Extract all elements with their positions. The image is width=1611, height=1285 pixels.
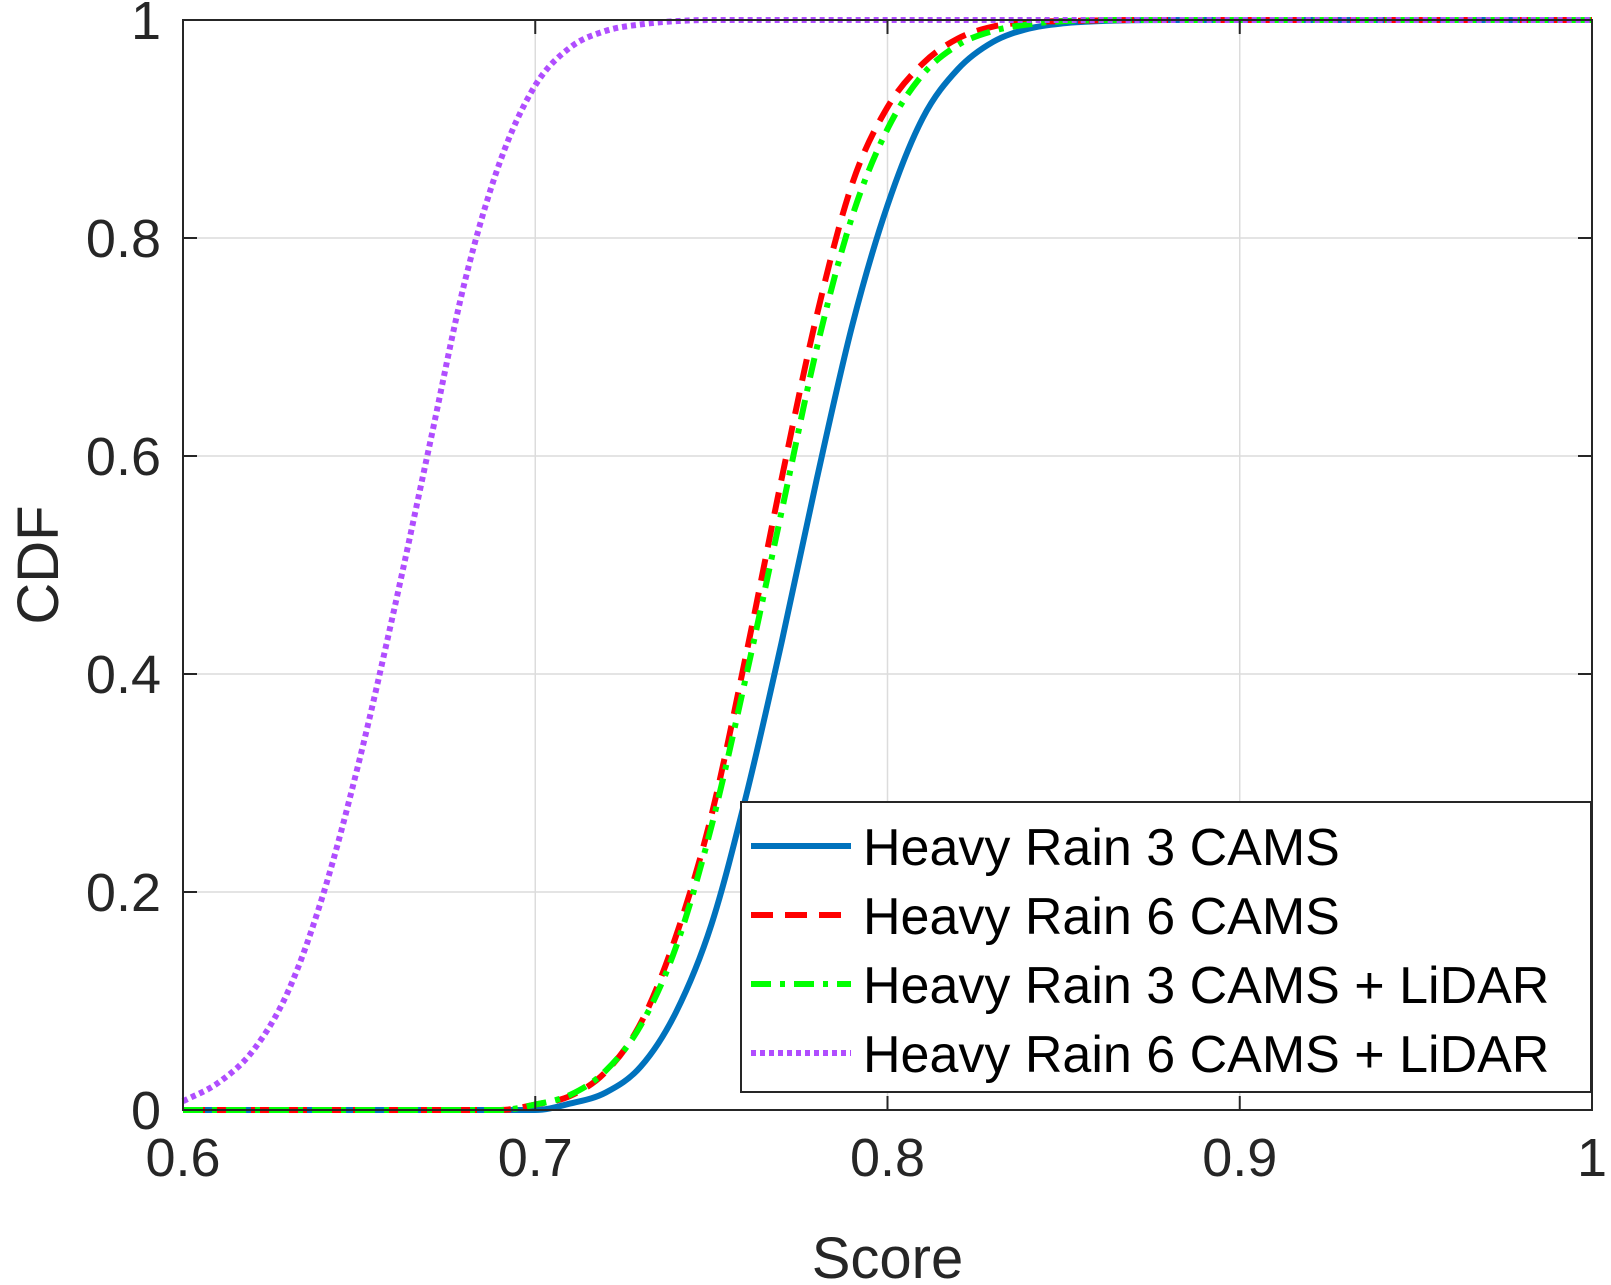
ticks: 0.6 0.7 0.8 0.9 1 0 0.2 0.4 0.6 0.8 1 (86, 0, 1607, 1188)
legend-label-2: Heavy Rain 6 CAMS (863, 888, 1340, 946)
legend-label-3: Heavy Rain 3 CAMS + LiDAR (863, 957, 1549, 1015)
legend: Heavy Rain 3 CAMS Heavy Rain 6 CAMS Heavy … (740, 801, 1592, 1093)
x-tick-label: 0.8 (850, 1128, 925, 1188)
series-group (181, 16, 1592, 1114)
x-tick-label: 0.7 (498, 1128, 573, 1188)
series-line-3 (183, 16, 1592, 1114)
y-tick-label: 1 (131, 0, 161, 51)
legend-label-4: Heavy Rain 6 CAMS + LiDAR (863, 1026, 1549, 1084)
y-tick-label: 0.4 (86, 645, 161, 705)
y-tick-label: 0.2 (86, 863, 161, 923)
x-tick-label: 1 (1577, 1128, 1607, 1188)
y-tick-label: 0 (131, 1081, 161, 1141)
legend-label-1: Heavy Rain 3 CAMS (863, 819, 1340, 877)
legend-box (740, 801, 1592, 1093)
x-tick-label: 0.9 (1202, 1128, 1277, 1188)
x-tick-label: 0.6 (145, 1128, 220, 1188)
y-tick-label: 0.6 (86, 427, 161, 487)
y-tick-label: 0.8 (86, 209, 161, 269)
x-axis-label: Score (812, 1226, 964, 1285)
y-axis-label: CDF (6, 505, 71, 624)
